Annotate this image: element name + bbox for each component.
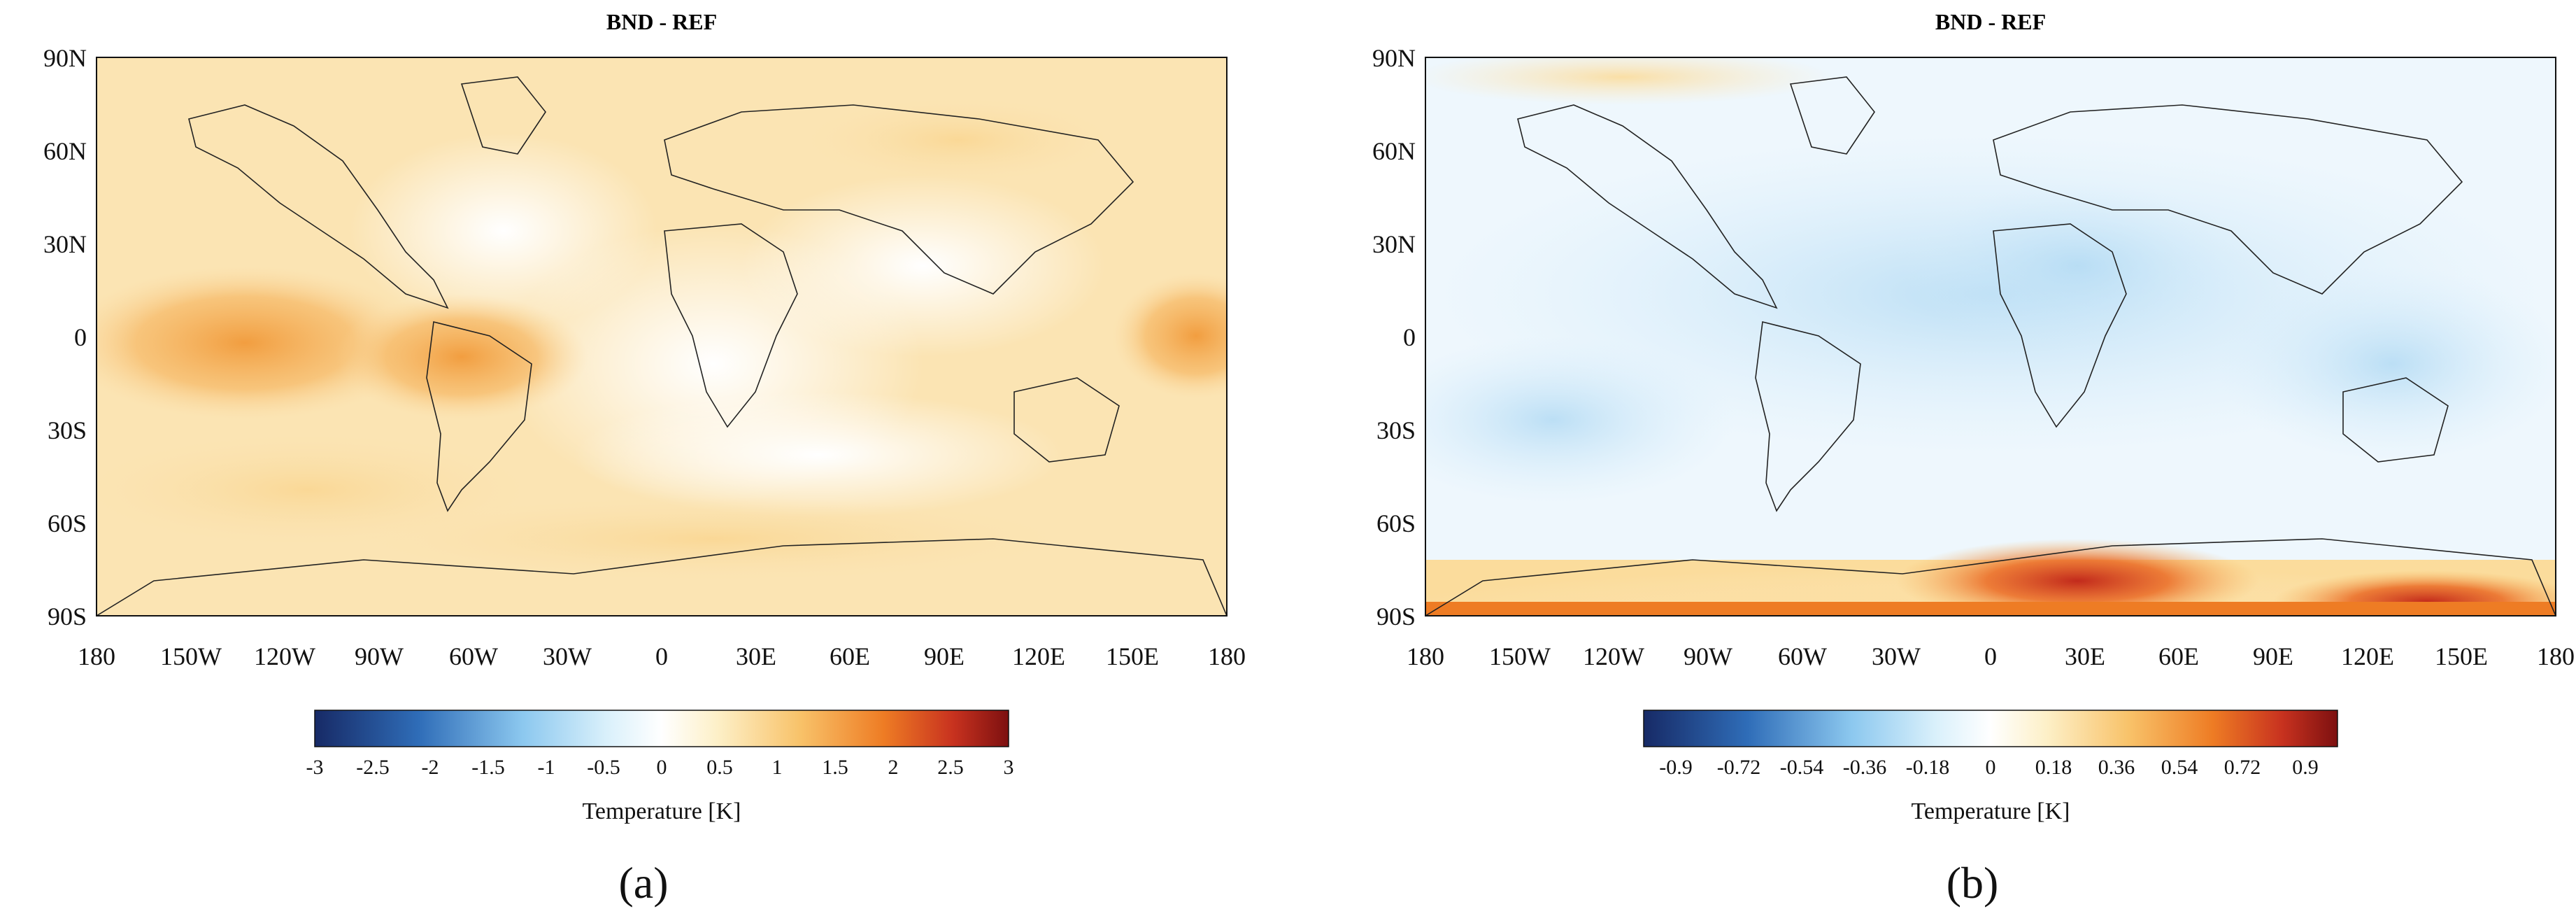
- colorbar-tick: -0.54: [1780, 756, 1824, 779]
- map-title: BND - REF: [1935, 9, 2046, 34]
- colorbar-tick: 0.18: [2035, 756, 2072, 779]
- lat-tick: 90S: [1376, 603, 1416, 630]
- anomaly-field: [97, 57, 1227, 616]
- colorbar-tick: 0.9: [2292, 756, 2319, 779]
- map-b-svg: BND - REF 90N 60N 30N: [1372, 9, 2575, 824]
- lon-tick: 120E: [1012, 642, 1065, 670]
- lon-tick: 60E: [2158, 642, 2199, 670]
- lon-tick: 90W: [1684, 642, 1732, 670]
- lat-tick: 30N: [43, 230, 87, 258]
- map-a-svg: BND - REF: [43, 9, 1246, 824]
- lat-tick: 0: [1403, 323, 1416, 351]
- lat-tick: 60N: [43, 137, 87, 165]
- colorbar-tick: 1: [772, 756, 783, 779]
- lon-tick: 150W: [1489, 642, 1551, 670]
- lon-tick: 90W: [355, 642, 404, 670]
- lat-tick: 90N: [43, 44, 87, 72]
- lon-tick: 30E: [2065, 642, 2105, 670]
- lon-tick: 120E: [2341, 642, 2394, 670]
- lon-axis: 180 150W 120W 90W 60W 30W 0 30E 60E 90E …: [78, 642, 1246, 670]
- lon-tick: 90E: [924, 642, 965, 670]
- colorbar-tick: 0.36: [2098, 756, 2135, 779]
- colorbar-tick: 0.5: [706, 756, 733, 779]
- lon-tick: 180: [1208, 642, 1246, 670]
- colorbar-tick: -2: [422, 756, 439, 779]
- subfigure-label: (a): [618, 858, 669, 908]
- map-frame: [96, 57, 1227, 616]
- lon-tick: 0: [655, 642, 668, 670]
- lon-tick: 0: [1984, 642, 1997, 670]
- lon-tick: 150W: [160, 642, 222, 670]
- lon-tick: 150E: [2435, 642, 2488, 670]
- lon-tick: 180: [2537, 642, 2575, 670]
- lat-tick: 60S: [1376, 509, 1416, 537]
- colorbar-tick: 2.5: [937, 756, 964, 779]
- subfigure-label: (b): [1946, 858, 1999, 908]
- panel-a: BND - REF: [14, 0, 1273, 923]
- anomaly-field: [1425, 57, 2556, 616]
- lon-tick: 90E: [2253, 642, 2293, 670]
- colorbar-tick: -0.72: [1717, 756, 1761, 779]
- lon-tick: 120W: [254, 642, 315, 670]
- lon-tick: 180: [78, 642, 115, 670]
- colorbar-ticks: -3 -2.5 -2 -1.5 -1 -0.5 0 0.5 1 1.5 2 2.…: [306, 756, 1014, 779]
- colorbar-tick: -1: [538, 756, 555, 779]
- coastlines: [1425, 76, 2556, 616]
- lat-tick: 30S: [1376, 416, 1416, 444]
- colorbar-tick: 0.54: [2161, 756, 2198, 779]
- colorbar-tick: 0.72: [2224, 756, 2261, 779]
- colorbar-ticks: -0.9 -0.72 -0.54 -0.36 -0.18 0 0.18 0.36…: [1659, 756, 2319, 779]
- panel-b: BND - REF 90N 60N 30N: [1343, 0, 2576, 923]
- lon-tick: 150E: [1106, 642, 1159, 670]
- colorbar-tick: -0.18: [1906, 756, 1950, 779]
- lon-tick: 180: [1407, 642, 1444, 670]
- map-title: BND - REF: [606, 9, 717, 34]
- lon-tick: 30W: [543, 642, 592, 670]
- lon-tick: 60W: [449, 642, 498, 670]
- lat-axis: 90N 60N 30N 0 30S 60S 90S: [1372, 44, 1416, 630]
- lat-axis: 90N 60N 30N 0 30S 60S 90S: [43, 44, 87, 630]
- colorbar-tick: -0.5: [587, 756, 620, 779]
- lat-tick: 60S: [48, 509, 87, 537]
- lon-tick: 30W: [1872, 642, 1921, 670]
- colorbar-tick: 3: [1004, 756, 1014, 779]
- lon-tick: 120W: [1583, 642, 1644, 670]
- colorbar-tick: -0.36: [1843, 756, 1887, 779]
- colorbar-tick: 1.5: [822, 756, 848, 779]
- colorbar-tick: -2.5: [356, 756, 390, 779]
- colorbar-tick: -3: [306, 756, 324, 779]
- lon-tick: 60E: [830, 642, 870, 670]
- lat-tick: 60N: [1372, 137, 1416, 165]
- colorbar-label: Temperature [K]: [1912, 798, 2070, 824]
- lon-axis: 180 150W 120W 90W 60W 30W 0 30E 60E 90E …: [1407, 642, 2575, 670]
- lon-tick: 30E: [736, 642, 776, 670]
- colorbar-label: Temperature [K]: [583, 798, 741, 824]
- lat-tick: 0: [74, 323, 87, 351]
- colorbar-tick: 2: [888, 756, 899, 779]
- colorbar-tick: 0: [1986, 756, 1996, 779]
- colorbar-tick: -1.5: [471, 756, 505, 779]
- lat-tick: 30N: [1372, 230, 1416, 258]
- colorbar-tick: 0: [657, 756, 667, 779]
- lat-tick: 90N: [1372, 44, 1416, 72]
- colorbar: [1643, 710, 2338, 747]
- coastlines: [97, 76, 1227, 616]
- colorbar: [314, 710, 1009, 747]
- lat-tick: 30S: [48, 416, 87, 444]
- colorbar-tick: -0.9: [1659, 756, 1693, 779]
- lon-tick: 60W: [1778, 642, 1827, 670]
- map-frame: [1425, 57, 2556, 616]
- lat-tick: 90S: [48, 603, 87, 630]
